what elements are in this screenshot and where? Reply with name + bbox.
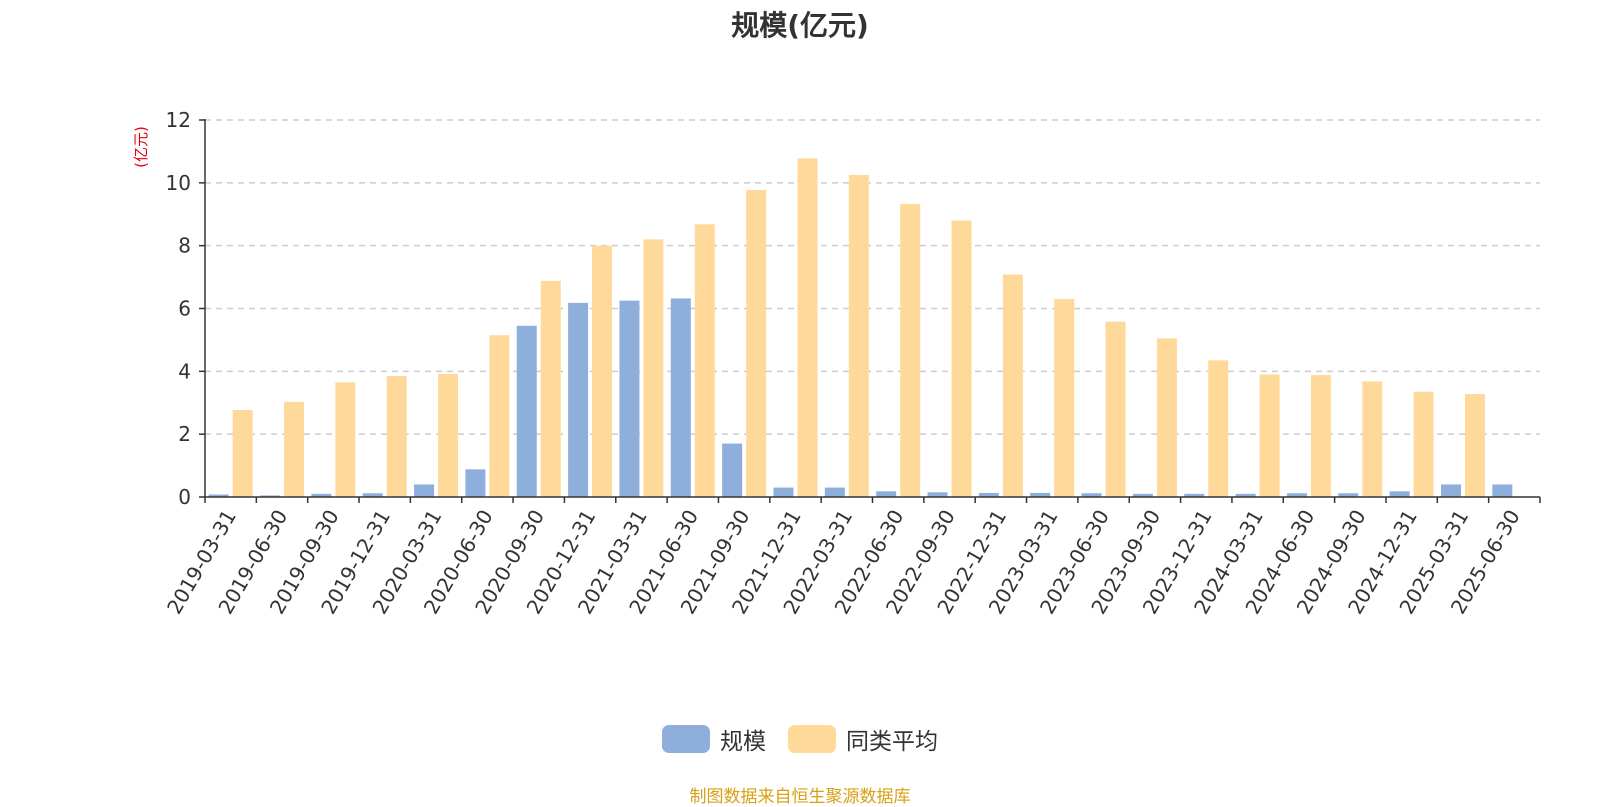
bar-peer-average-2022-09-30[interactable] [951,220,972,498]
bar-peer-average-2023-03-31[interactable] [1054,299,1075,497]
tick-labels: 0246810122019-03-312019-06-302019-09-302… [162,108,1525,618]
bar-peer-average-2019-09-30[interactable] [335,382,356,497]
bar-peer-average-2019-12-31[interactable] [386,376,407,497]
bar-scale-2019-12-31[interactable] [362,493,383,497]
bar-scale-2019-06-30[interactable] [260,495,281,497]
legend-swatch-scale [662,725,710,753]
chart-title: 规模(亿元) [731,9,869,42]
bar-scale-2021-03-31[interactable] [619,300,640,497]
bar-scale-2019-03-31[interactable] [208,494,229,497]
bar-scale-2022-12-31[interactable] [978,492,999,497]
y-tick-label-12: 12 [166,108,191,132]
legend-label-peer-average: 同类平均 [846,729,938,755]
legend-item-scale[interactable]: 规模 [662,722,766,756]
bar-peer-average-2025-03-31[interactable] [1464,393,1485,497]
bar-peer-average-2024-06-30[interactable] [1310,375,1331,497]
bar-scale-2023-12-31[interactable] [1184,493,1205,497]
bars [208,158,1513,498]
bar-scale-2021-12-31[interactable] [773,487,794,497]
bar-peer-average-2023-06-30[interactable] [1105,321,1126,497]
bar-peer-average-2024-09-30[interactable] [1362,381,1383,497]
bar-scale-2020-12-31[interactable] [568,302,589,497]
bar-peer-average-2019-06-30[interactable] [284,401,305,497]
bar-scale-2020-03-31[interactable] [414,484,435,497]
bar-scale-2023-03-31[interactable] [1030,492,1051,497]
bar-peer-average-2019-03-31[interactable] [232,409,253,497]
bar-peer-average-2020-09-30[interactable] [540,280,561,497]
bar-scale-2024-09-30[interactable] [1338,493,1359,497]
source-note: 制图数据来自恒生聚源数据库 [689,787,911,807]
bar-scale-2022-06-30[interactable] [876,491,897,497]
y-tick-label-2: 2 [178,422,191,446]
bar-peer-average-2023-12-31[interactable] [1208,360,1229,497]
y-tick-label-10: 10 [166,171,191,195]
bar-peer-average-2021-03-31[interactable] [643,239,664,497]
bar-scale-2024-12-31[interactable] [1389,491,1410,497]
bar-peer-average-2020-12-31[interactable] [592,245,613,497]
bar-scale-2025-03-31[interactable] [1440,484,1461,497]
bar-scale-2021-06-30[interactable] [670,298,691,497]
bar-scale-2024-03-31[interactable] [1235,493,1256,497]
bar-scale-2020-06-30[interactable] [465,469,486,497]
bar-scale-2023-06-30[interactable] [1081,493,1102,497]
axes [199,119,1541,503]
bar-scale-2022-03-31[interactable] [824,487,845,497]
bar-peer-average-2024-12-31[interactable] [1413,391,1434,497]
y-axis-label: (亿元) [132,126,150,168]
bar-peer-average-2021-06-30[interactable] [694,224,715,497]
legend-item-peer-average[interactable]: 同类平均 [788,722,938,756]
bar-scale-2021-09-30[interactable] [722,443,743,497]
bar-peer-average-2023-09-30[interactable] [1156,338,1177,497]
bar-scale-2025-06-30[interactable] [1492,484,1513,497]
bar-peer-average-2021-12-31[interactable] [797,158,818,497]
bar-scale-2024-06-30[interactable] [1286,493,1307,497]
y-tick-label-4: 4 [178,359,191,383]
y-tick-label-0: 0 [178,485,191,509]
y-tick-label-6: 6 [178,297,191,321]
legend-swatch-peer-average [788,725,836,753]
bar-scale-2020-09-30[interactable] [516,325,537,497]
bar-scale-2022-09-30[interactable] [927,492,948,497]
legend: 规模 同类平均 [0,722,1600,756]
bar-peer-average-2020-06-30[interactable] [489,335,510,497]
y-tick-label-8: 8 [178,234,191,258]
bar-peer-average-2020-03-31[interactable] [438,373,459,497]
bar-scale-2019-09-30[interactable] [311,493,332,497]
gridlines [205,119,1540,435]
bar-peer-average-2021-09-30[interactable] [746,190,767,497]
bar-peer-average-2022-03-31[interactable] [848,174,869,497]
bar-peer-average-2022-06-30[interactable] [900,203,921,497]
bar-peer-average-2022-12-31[interactable] [1002,274,1023,497]
bar-scale-2023-09-30[interactable] [1132,493,1153,497]
legend-label-scale: 规模 [720,729,766,755]
bar-peer-average-2024-03-31[interactable] [1259,374,1280,497]
